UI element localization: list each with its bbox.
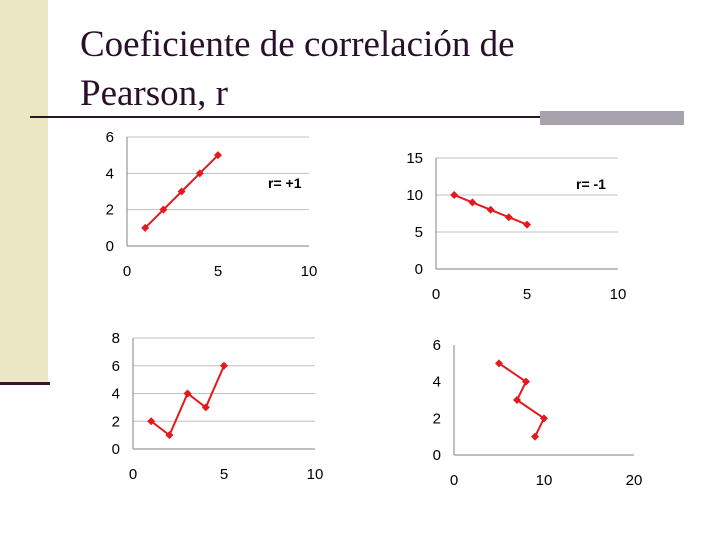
x-tick-label: 5	[220, 466, 228, 483]
y-tick-label: 0	[433, 447, 441, 464]
data-point	[522, 377, 530, 386]
y-tick-label: 6	[112, 358, 120, 375]
title-rule-accent	[540, 111, 684, 125]
x-tick-label: 20	[626, 472, 643, 489]
y-tick-label: 0	[112, 441, 120, 458]
x-tick-label: 5	[523, 286, 531, 303]
x-tick-label: 5	[214, 263, 222, 280]
series-line	[498, 362, 546, 438]
y-tick-label: 4	[112, 386, 120, 403]
y-tick-label: 0	[415, 261, 423, 278]
data-point	[495, 359, 503, 368]
y-tick-label: 4	[106, 165, 114, 182]
data-point	[141, 223, 150, 232]
data-point	[159, 205, 168, 214]
y-tick-label: 10	[406, 187, 423, 204]
data-point	[468, 198, 477, 207]
y-tick-label: 2	[433, 410, 441, 427]
data-point	[450, 191, 459, 199]
data-point	[177, 187, 186, 196]
x-tick-label: 10	[610, 286, 627, 303]
data-point	[147, 417, 156, 426]
y-tick-label: 4	[433, 374, 441, 391]
y-tick-label: 2	[106, 202, 114, 219]
y-tick-label: 6	[433, 337, 441, 354]
data-point	[486, 205, 495, 214]
slide-title: Coeficiente de correlación de Pearson, r	[80, 20, 515, 118]
y-tick-label: 15	[406, 150, 423, 167]
data-point	[201, 403, 210, 412]
y-tick-label: 2	[112, 413, 120, 430]
y-tick-label: 6	[106, 129, 114, 146]
data-point	[220, 361, 228, 370]
slide-title-line-2: Pearson, r	[80, 73, 228, 114]
data-point	[540, 414, 548, 423]
x-tick-label: 0	[123, 263, 131, 280]
x-tick-label: 0	[450, 472, 458, 489]
x-tick-label: 10	[536, 472, 553, 489]
x-tick-label: 0	[432, 286, 440, 303]
y-tick-label: 0	[106, 238, 114, 255]
sidebar-divider	[0, 382, 50, 385]
x-tick-label: 10	[307, 466, 324, 483]
data-point	[183, 389, 192, 398]
data-point	[195, 169, 204, 178]
y-tick-label: 5	[415, 224, 423, 241]
data-point	[513, 396, 521, 404]
r-annotation: r= -1	[576, 176, 606, 192]
y-tick-label: 8	[112, 330, 120, 347]
slide-title-line-1: Coeficiente de correlación de	[80, 24, 515, 65]
x-tick-label: 0	[129, 466, 137, 483]
x-tick-label: 10	[301, 263, 318, 280]
data-point	[523, 220, 531, 229]
data-point	[214, 151, 222, 160]
data-point	[165, 431, 174, 440]
r-annotation: r= +1	[268, 175, 302, 191]
title-rule	[30, 116, 684, 118]
data-point	[531, 432, 539, 441]
data-point	[504, 213, 513, 222]
sidebar-band	[0, 0, 48, 385]
